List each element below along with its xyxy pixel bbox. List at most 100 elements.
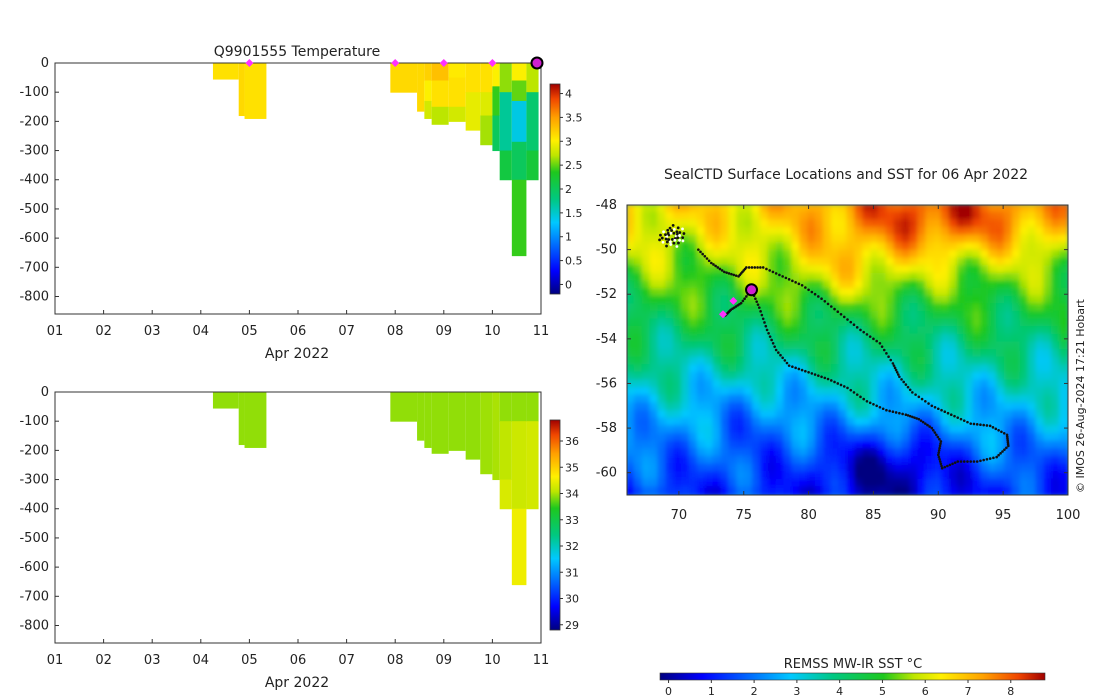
sst-cell: [854, 349, 865, 359]
sst-cell: [720, 249, 731, 260]
sst-cell: [728, 432, 739, 443]
sst-cell: [822, 402, 833, 413]
section-cell: [480, 92, 493, 117]
sst-cell: [956, 379, 967, 390]
sst-cell: [791, 432, 802, 443]
sst-cell: [759, 272, 770, 283]
sst-cell: [941, 349, 951, 359]
sst-cell: [1051, 425, 1062, 435]
sst-cell: [783, 455, 794, 466]
seal-track: [658, 223, 1010, 470]
sst-cell: [696, 371, 707, 382]
sst-cell: [1011, 303, 1022, 313]
track-point: [797, 367, 801, 371]
sst-cell: [641, 303, 652, 313]
sst-cell: [1027, 310, 1038, 321]
sst-cell: [704, 249, 715, 260]
sst-cell: [1051, 280, 1062, 290]
sst-cell: [807, 310, 817, 321]
sst-cell: [744, 486, 754, 495]
sst-cell: [1051, 303, 1062, 313]
sst-cell: [1011, 205, 1022, 214]
track-point: [800, 284, 804, 287]
sst-cell: [681, 410, 691, 420]
sst-cell: [909, 295, 920, 306]
sst-cell: [744, 211, 754, 222]
sst-cell: [681, 242, 691, 252]
sst-cell: [1027, 478, 1038, 489]
sst-cell: [791, 242, 802, 252]
sst-cell: [1043, 349, 1054, 359]
sst-cell: [1011, 287, 1022, 298]
sst-cell: [696, 440, 707, 451]
sst-cell: [641, 333, 652, 344]
sst-cell: [744, 387, 754, 397]
sst-cell: [799, 205, 810, 214]
section-cell: [511, 141, 527, 181]
y-tick-label: -600: [19, 560, 49, 575]
sst-cell: [964, 394, 975, 405]
sst-cell: [720, 234, 731, 245]
sst-cell: [1059, 478, 1068, 489]
sst-cell: [925, 318, 936, 329]
sst-cell: [925, 242, 936, 252]
y-tick-label: -800: [19, 289, 49, 304]
sst-cell: [807, 234, 817, 245]
sst-cell: [956, 486, 967, 495]
sst-cell: [846, 257, 857, 268]
sst-cell: [728, 425, 739, 435]
sst-cell: [878, 303, 888, 313]
sst-cell: [956, 280, 967, 290]
sst-cell: [996, 318, 1006, 329]
sst-cell: [783, 349, 794, 359]
sst-cell: [720, 478, 731, 489]
section-cell: [480, 115, 493, 146]
sst-cell: [696, 303, 707, 313]
sst-cell: [704, 371, 715, 382]
sst-cell: [885, 394, 896, 405]
sst-cell: [627, 486, 636, 495]
sst-cell: [822, 356, 833, 367]
sst-cell: [1027, 356, 1038, 367]
sst-cell: [980, 486, 991, 495]
sst-cell: [720, 272, 731, 283]
track-point: [994, 427, 998, 431]
sst-cell: [728, 463, 739, 474]
sst-cell: [901, 226, 912, 237]
sst-cell: [1027, 387, 1038, 397]
sst-cell: [870, 242, 880, 252]
sst-cell: [878, 417, 888, 428]
sst-cell: [1035, 432, 1046, 443]
sst-cell: [657, 265, 668, 275]
sst-cell: [665, 410, 676, 420]
y-tick-label: -500: [19, 531, 49, 546]
sst-cell: [996, 440, 1006, 451]
sst-cell: [799, 440, 810, 451]
sst-cell: [996, 310, 1006, 321]
sst-cell: [925, 356, 936, 367]
sst-cell: [1027, 287, 1038, 298]
sst-cell: [712, 303, 723, 313]
sst-cell: [909, 471, 920, 481]
sst-cell: [972, 257, 983, 268]
sst-cell: [1004, 356, 1014, 367]
sst-cell: [917, 364, 928, 374]
sst-cell: [815, 249, 825, 260]
section-cell: [511, 421, 527, 510]
sst-cell: [673, 440, 684, 451]
sst-cell: [901, 356, 912, 367]
sst-cell: [1027, 448, 1038, 458]
sst-cell: [941, 326, 951, 336]
section-cell: [511, 179, 527, 257]
sst-cell: [627, 310, 636, 321]
sst-cell: [917, 211, 928, 222]
sst-cell: [878, 211, 888, 222]
profile-marker: [245, 59, 254, 67]
sst-cell: [759, 234, 770, 245]
sst-cell: [728, 448, 739, 458]
sst-cell: [854, 440, 865, 451]
sst-cell: [752, 318, 762, 329]
sst-cell: [964, 287, 975, 298]
sst-cell: [964, 463, 975, 474]
sst-cell: [1043, 280, 1054, 290]
